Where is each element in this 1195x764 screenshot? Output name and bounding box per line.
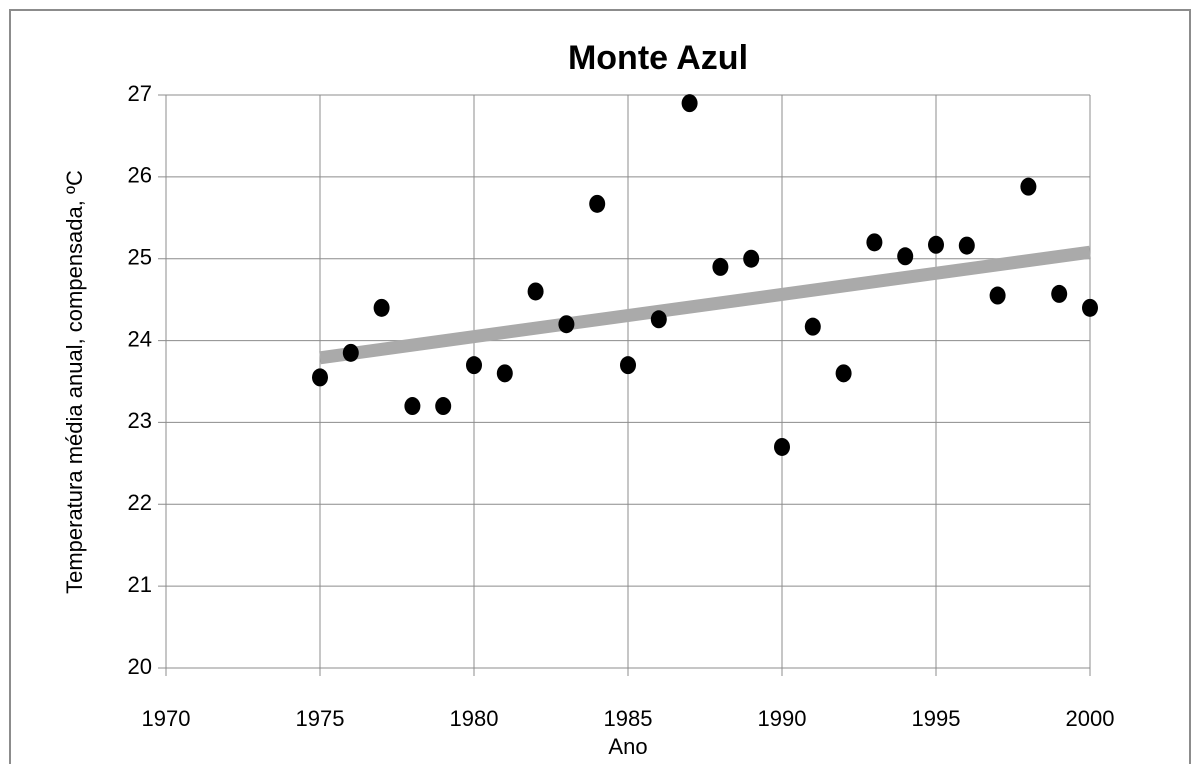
point (342, 343, 359, 362)
point (866, 233, 883, 252)
point (774, 437, 790, 456)
point (1082, 298, 1098, 317)
point (958, 236, 975, 255)
y-tick-label: 20 (128, 654, 152, 679)
x-tick-label: 1985 (604, 706, 653, 731)
x-tick-label: 1970 (142, 706, 191, 731)
point (928, 235, 944, 254)
y-tick-label: 24 (128, 326, 152, 351)
x-tick-label: 1990 (758, 706, 807, 731)
point (681, 94, 698, 113)
point (496, 364, 513, 383)
point (620, 356, 636, 375)
x-axis-label: Ano (608, 734, 647, 759)
chart-frame (9, 9, 1191, 764)
point (650, 310, 667, 329)
y-axis-label: Temperatura média anual, compensada, ºC (62, 170, 87, 594)
chart-title: Monte Azul (568, 39, 748, 77)
point (1051, 284, 1068, 303)
y-tick-label: 23 (128, 408, 152, 433)
point (404, 397, 421, 416)
point (804, 317, 821, 336)
point (1020, 177, 1037, 196)
point (435, 397, 452, 416)
y-tick-label: 26 (128, 163, 152, 188)
y-tick-label: 21 (128, 572, 152, 597)
y-tick-label: 27 (128, 81, 152, 106)
point (312, 368, 328, 387)
y-tick-label: 25 (128, 245, 152, 270)
point (743, 249, 760, 268)
point (712, 257, 729, 276)
point (466, 356, 482, 375)
point (835, 364, 852, 383)
x-tick-label: 1995 (912, 706, 961, 731)
trend-line (319, 245, 1091, 365)
point (373, 298, 390, 317)
y-tick-label: 22 (128, 490, 152, 515)
x-tick-label: 1980 (450, 706, 499, 731)
point (527, 282, 544, 301)
point (897, 247, 914, 266)
point (589, 194, 606, 213)
point (989, 286, 1006, 305)
x-tick-label: 1975 (296, 706, 345, 731)
point (558, 315, 575, 334)
x-tick-label: 2000 (1066, 706, 1115, 731)
